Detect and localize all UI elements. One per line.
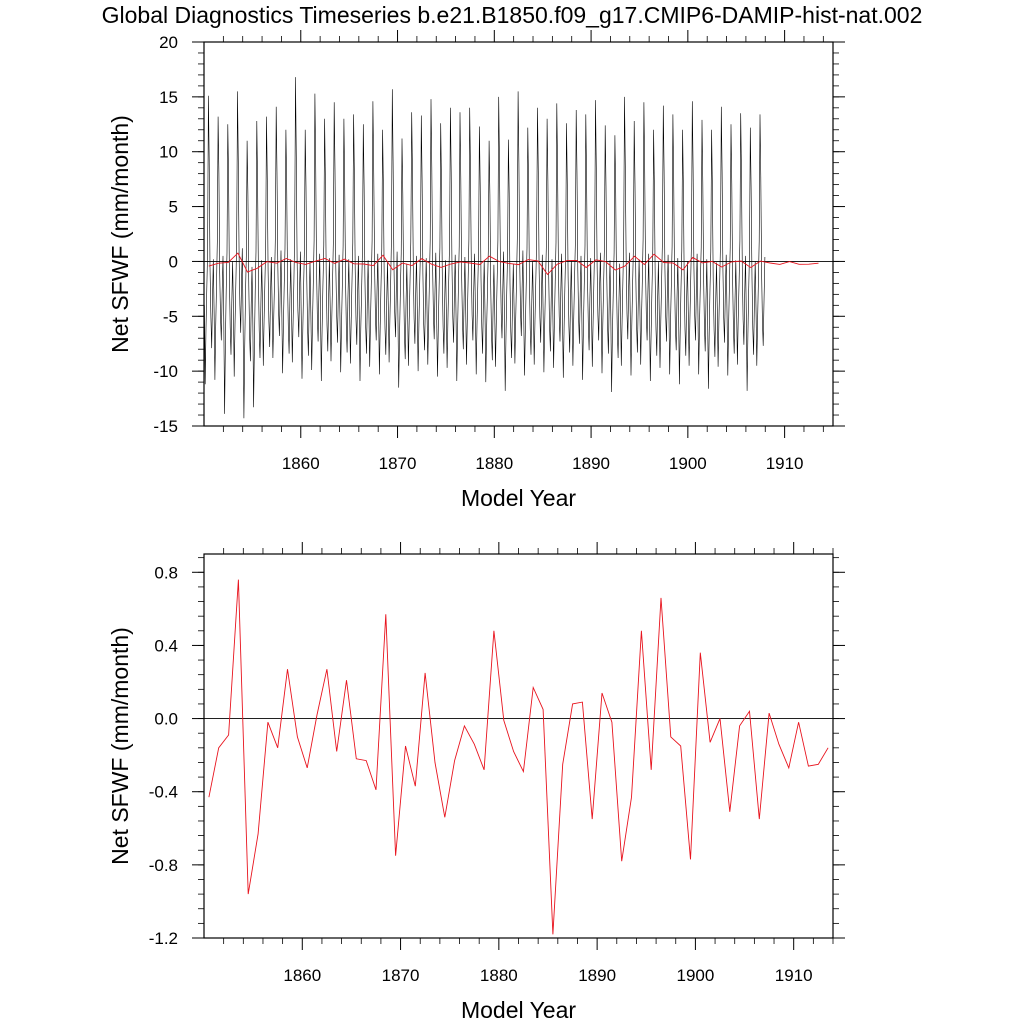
y-tick-label: 0.0 bbox=[154, 710, 178, 729]
panel-annual: 1860 1870 1880 1890 1900 1910 -1.2 -0.8 -0.4 0.0 0… bbox=[107, 542, 845, 1023]
x-tick-label: 1900 bbox=[676, 966, 714, 985]
y-tick-label: 0.4 bbox=[154, 636, 178, 655]
y-tick-label: -15 bbox=[153, 417, 178, 436]
x-tick-label: 1860 bbox=[282, 454, 320, 473]
x-axis-title: Model Year bbox=[461, 997, 576, 1023]
series-line-annual bbox=[208, 252, 819, 276]
x-tick-label: 1870 bbox=[382, 966, 420, 985]
x-tick-label: 1910 bbox=[766, 454, 804, 473]
series-line-monthly bbox=[204, 77, 766, 419]
x-tick-label: 1910 bbox=[775, 966, 813, 985]
x-tick-label: 1860 bbox=[283, 966, 321, 985]
y-axis-title: Net SFWF (mm/month) bbox=[107, 115, 133, 353]
x-tick-label: 1890 bbox=[572, 454, 610, 473]
y-tick-label: 15 bbox=[159, 88, 178, 107]
series-line-annual bbox=[208, 579, 829, 935]
y-tick-label: 0 bbox=[169, 252, 178, 271]
plot-frame bbox=[203, 553, 834, 939]
y-tick-label: 20 bbox=[159, 33, 178, 52]
y-tick-label: 5 bbox=[169, 198, 178, 217]
x-tick-label: 1900 bbox=[669, 454, 707, 473]
x-tick-label: 1880 bbox=[480, 966, 518, 985]
y-tick-label: -5 bbox=[163, 307, 178, 326]
figure-title: Global Diagnostics Timeseries b.e21.B185… bbox=[102, 2, 923, 28]
y-tick-label: 0.8 bbox=[154, 563, 178, 582]
y-tick-label: 10 bbox=[159, 143, 178, 162]
plot-frame bbox=[203, 41, 834, 427]
x-tick-label: 1890 bbox=[578, 966, 616, 985]
y-axis-title: Net SFWF (mm/month) bbox=[107, 627, 133, 865]
panel-monthly-annual: 1860 1870 1880 1890 1900 1910 -15 -10 -5 0 5 10 15 20… bbox=[107, 30, 845, 511]
x-axis-title: Model Year bbox=[461, 485, 576, 511]
y-tick-label: -1.2 bbox=[149, 929, 178, 948]
x-tick-label: 1880 bbox=[475, 454, 513, 473]
x-tick-label: 1870 bbox=[379, 454, 417, 473]
y-tick-label: -0.4 bbox=[149, 783, 178, 802]
y-tick-label: -0.8 bbox=[149, 856, 178, 875]
y-tick-label: -10 bbox=[153, 362, 178, 381]
